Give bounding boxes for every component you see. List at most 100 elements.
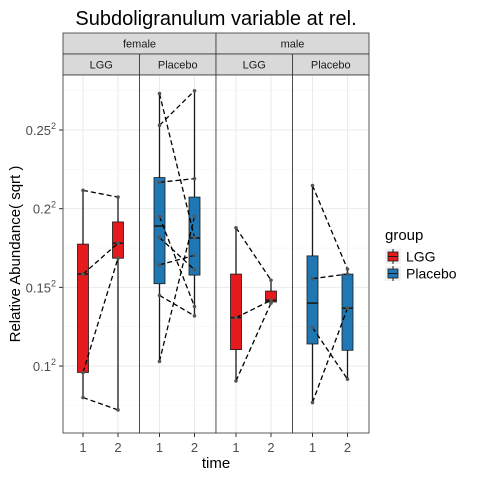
pair-line xyxy=(82,189,119,198)
panel-bg xyxy=(216,75,293,433)
x-tick-label: 1 xyxy=(156,440,163,455)
box-female-placebo-t1 xyxy=(153,177,166,285)
x-tick-label: 2 xyxy=(114,440,121,455)
pair-line xyxy=(82,258,119,373)
panel-female-placebo xyxy=(139,74,217,434)
legend-label-placebo: Placebo xyxy=(406,266,457,282)
panel-female-lgg xyxy=(62,74,140,434)
legend-key-lgg xyxy=(385,249,401,264)
data-point xyxy=(310,325,315,330)
data-point xyxy=(81,272,85,276)
data-point xyxy=(192,214,197,219)
pair-line xyxy=(159,254,195,266)
strip-male-placebo-label: Placebo xyxy=(311,60,351,72)
data-point xyxy=(116,241,120,246)
data-point xyxy=(116,195,120,199)
pair-line xyxy=(235,299,272,319)
data-point xyxy=(157,293,162,298)
data-point xyxy=(234,379,238,383)
y-tick-label: 0.152 xyxy=(26,278,56,295)
data-point xyxy=(269,278,273,282)
data-point xyxy=(310,400,315,405)
panel-bg xyxy=(292,75,369,433)
legend-key-placebo xyxy=(385,266,401,281)
legend-title: group xyxy=(385,227,423,244)
data-point xyxy=(345,267,350,271)
box-female-lgg-t2 xyxy=(112,221,124,259)
data-point xyxy=(157,123,162,128)
data-point xyxy=(192,267,197,272)
data-point xyxy=(234,315,238,320)
pair-line xyxy=(235,302,272,382)
panel-male-placebo xyxy=(292,74,370,434)
data-point xyxy=(157,263,162,267)
x-tick-label: 2 xyxy=(191,440,198,455)
legend-label-lgg: LGG xyxy=(406,249,436,265)
data-point xyxy=(192,176,197,181)
pair-line xyxy=(311,185,349,270)
x-tick-label: 2 xyxy=(267,440,274,455)
pair-line xyxy=(312,273,348,280)
pair-line xyxy=(159,294,195,317)
y-axis-title: Relative Abundance( sqrt ) xyxy=(7,166,24,343)
x-tick-label: 1 xyxy=(79,440,86,455)
panel-bg xyxy=(63,75,140,433)
data-point xyxy=(192,314,197,318)
box-female-lgg-t1 xyxy=(77,243,89,373)
pair-line xyxy=(158,216,196,362)
plot-panels xyxy=(62,74,370,434)
data-point xyxy=(192,253,197,258)
data-point xyxy=(192,304,197,309)
data-point xyxy=(81,370,85,375)
panel-male-lgg xyxy=(215,74,293,434)
x-tick-label: 1 xyxy=(309,440,316,455)
data-point xyxy=(310,183,315,188)
y-tick-label: 0.12 xyxy=(33,357,56,374)
data-point xyxy=(192,88,197,93)
data-point xyxy=(269,301,273,305)
data-point xyxy=(81,188,85,193)
y-tick-label: 0.22 xyxy=(33,200,56,217)
data-point xyxy=(116,256,120,261)
y-tick-label: 0.252 xyxy=(26,121,56,138)
strip-female-placebo-label: Placebo xyxy=(158,60,198,72)
data-point xyxy=(345,306,350,311)
pair-line xyxy=(159,90,195,126)
box-male-placebo-t1 xyxy=(306,255,319,345)
strip-male-lgg-label: LGG xyxy=(243,60,266,72)
panel-border xyxy=(292,74,370,434)
pair-line xyxy=(159,177,195,183)
data-point xyxy=(116,408,120,412)
data-point xyxy=(157,91,162,96)
data-point xyxy=(269,298,273,303)
data-point xyxy=(345,272,350,276)
data-point xyxy=(157,359,162,364)
pair-line xyxy=(82,396,119,411)
pair-line xyxy=(158,93,196,238)
box-male-lgg-t1 xyxy=(230,273,242,350)
pair-line xyxy=(311,307,349,403)
chart-title: Subdoligranulum variable at rel. xyxy=(75,8,356,30)
data-point xyxy=(192,235,197,240)
y-axis: 0.12 0.152 0.22 0.252 xyxy=(26,121,63,374)
pair-line xyxy=(311,327,349,380)
x-tick-label: 1 xyxy=(232,440,239,455)
data-point xyxy=(81,395,85,400)
box-male-placebo-t2 xyxy=(341,273,354,351)
x-axis-title: time xyxy=(202,455,230,472)
strip-female-lgg-label: LGG xyxy=(90,60,113,72)
pair-line xyxy=(235,227,272,281)
data-point xyxy=(157,180,162,185)
pair-line xyxy=(158,216,196,307)
data-point xyxy=(310,276,315,281)
data-point xyxy=(345,377,350,381)
data-point xyxy=(234,225,238,230)
x-axis: 1 2 1 2 1 2 1 2 xyxy=(79,433,351,455)
x-tick-label: 2 xyxy=(344,440,351,455)
data-point xyxy=(157,235,162,240)
strip-male-label: male xyxy=(281,39,305,51)
strip-female-label: female xyxy=(123,39,156,51)
data-point xyxy=(157,214,162,219)
